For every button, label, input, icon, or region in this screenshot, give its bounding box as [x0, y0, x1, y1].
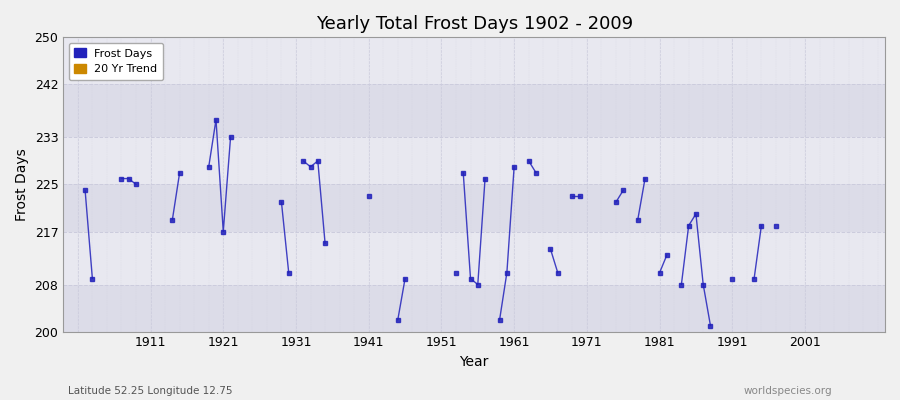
Title: Yearly Total Frost Days 1902 - 2009: Yearly Total Frost Days 1902 - 2009 [316, 15, 633, 33]
Text: worldspecies.org: worldspecies.org [744, 386, 832, 396]
Bar [63, 137, 885, 184]
Y-axis label: Frost Days: Frost Days [15, 148, 29, 221]
Bar [63, 84, 885, 137]
Text: Latitude 52.25 Longitude 12.75: Latitude 52.25 Longitude 12.75 [68, 386, 232, 396]
Bar [63, 37, 885, 84]
Legend: Frost Days, 20 Yr Trend: Frost Days, 20 Yr Trend [68, 43, 163, 80]
X-axis label: Year: Year [460, 355, 489, 369]
Bar [63, 284, 885, 332]
Bar [63, 232, 885, 284]
Bar [63, 184, 885, 232]
